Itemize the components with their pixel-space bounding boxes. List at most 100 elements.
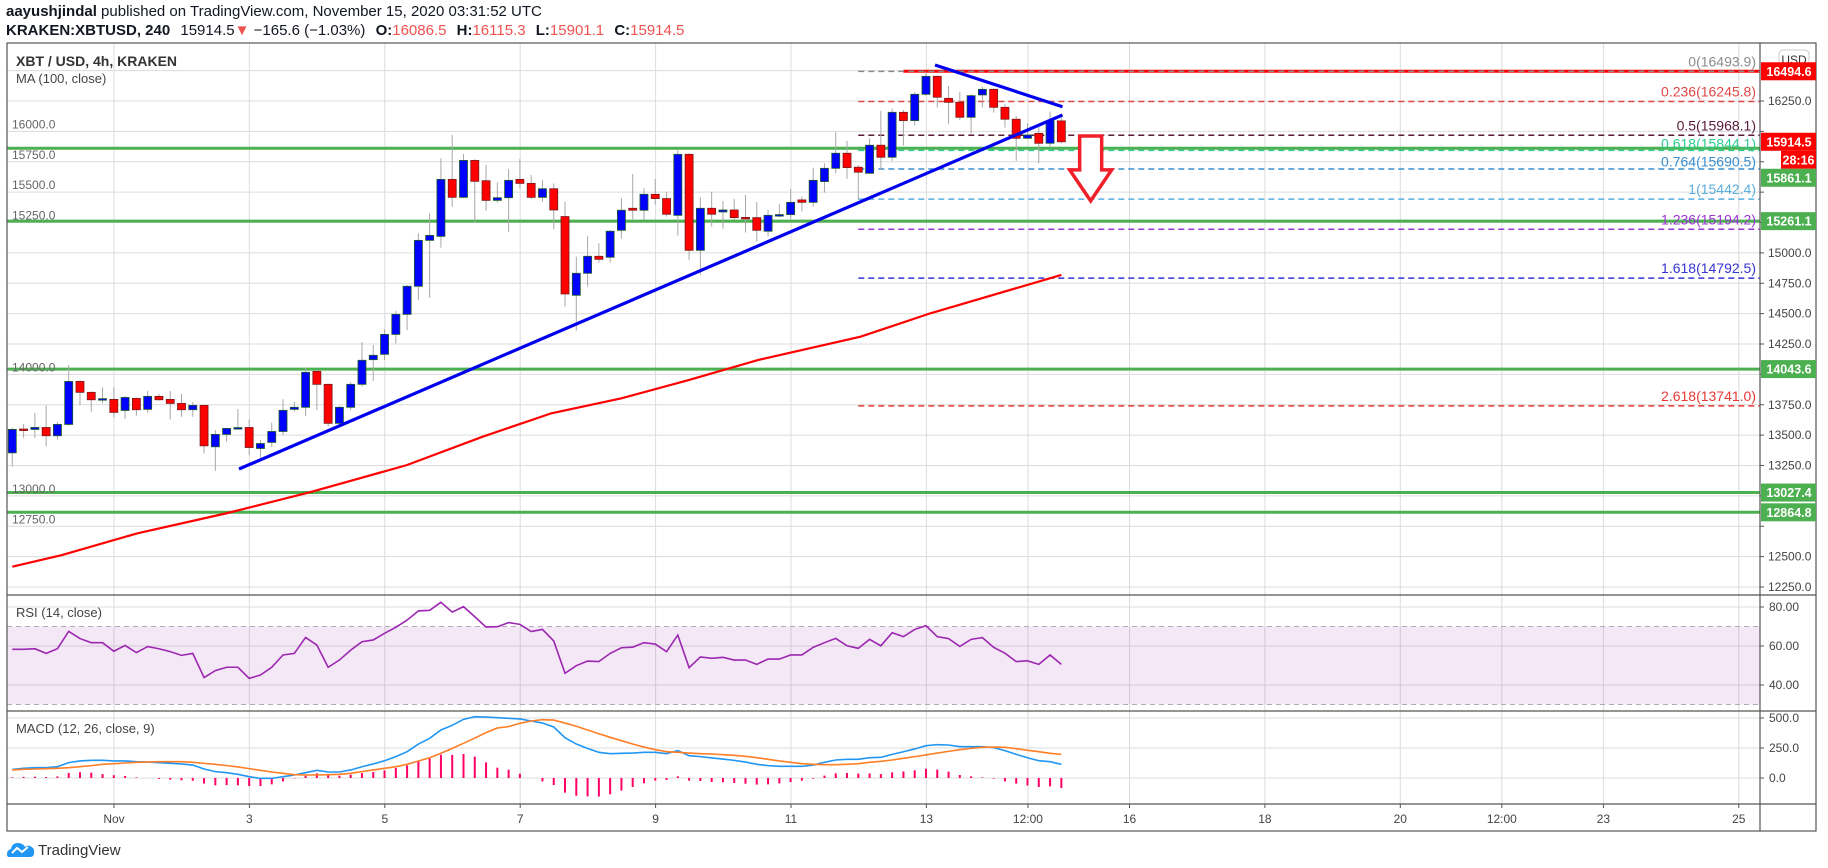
price-tick-label: 15000.0 [1768, 246, 1812, 260]
candle-body-up [436, 178, 446, 237]
candle-body-down [312, 370, 322, 385]
rsi-pane [7, 601, 1760, 705]
macd-tick-label: 500.0 [1769, 711, 1799, 725]
time-axis[interactable]: Nov 3 5 7 9 11 13 12:00 16 18 20 12:00 23 25 [103, 804, 1746, 826]
candle [842, 140, 852, 179]
time-tick-label: 20 [1394, 812, 1408, 826]
fib-level-label: 0.618(15844.1) [1661, 135, 1756, 151]
candle-body-up [413, 239, 423, 287]
candle-body-up [346, 383, 356, 408]
candle-body-down [131, 398, 141, 411]
candle [86, 391, 96, 412]
close-value: 15914.5 [630, 22, 685, 39]
signal-line [12, 718, 1062, 776]
candle [741, 194, 750, 233]
fibonacci-retracement[interactable]: 0(16493.9) 0.236(16245.8) 0.5(15968.1) 0.61… [858, 53, 1760, 407]
candle-body-up [267, 431, 277, 443]
pane-frame [6, 42, 1817, 832]
candle-body-down [177, 403, 186, 411]
candle-body-down [899, 111, 908, 121]
candle-body-down [323, 383, 333, 424]
candle [977, 86, 987, 108]
price-tick-label: 12750.0 [12, 512, 56, 526]
candle-body-down [109, 399, 119, 413]
candle-body-down [797, 199, 807, 203]
candle [120, 396, 130, 419]
candle [41, 405, 51, 447]
candle-body-down [1056, 120, 1066, 143]
price-tick-label: 16250.0 [1768, 94, 1812, 108]
candle-body-down [199, 404, 209, 447]
symbol-info: KRAKEN:XBTUSD, 240 15914.5▼ −165.6 (−1.0… [6, 22, 684, 39]
candle [19, 424, 28, 438]
macd-line [12, 715, 1062, 780]
candle [955, 91, 965, 120]
candle-body-down [154, 395, 164, 401]
candle [1011, 115, 1021, 161]
open-label: O: [375, 22, 393, 39]
price-tag-label: 13027.4 [1766, 486, 1811, 500]
fib-level-label: 0.5(15968.1) [1677, 117, 1756, 133]
macd-legend: MACD (12, 26, close, 9) [16, 721, 155, 736]
candle-body-down [86, 391, 96, 401]
candle [244, 419, 254, 456]
fib-level-label: 2.618(13741.0) [1661, 388, 1756, 404]
candle-body-up [30, 427, 40, 430]
candle-body-down [594, 255, 604, 260]
candle [966, 94, 976, 134]
candle [673, 149, 683, 236]
candle-body-down [1034, 132, 1044, 144]
candle-body-down [19, 428, 28, 431]
down-triangle-icon: ▼ [234, 22, 250, 39]
candle-body-down [662, 198, 671, 215]
symbol-label: KRAKEN:XBTUSD, 240 [6, 22, 171, 39]
candle [831, 132, 841, 174]
candle [1000, 104, 1010, 128]
candle-body-up [831, 152, 841, 169]
candle [774, 203, 784, 218]
time-tick-label: 23 [1597, 812, 1611, 826]
candle [921, 71, 931, 96]
candle [53, 421, 62, 440]
candle-body-down [752, 217, 762, 231]
candle-body-up [639, 193, 649, 211]
low-label: L: [535, 22, 550, 39]
tradingview-footer[interactable]: TradingView [7, 838, 121, 862]
candle [707, 191, 717, 227]
trendlines[interactable] [238, 63, 1115, 471]
candle-body-up [786, 201, 796, 216]
high-value: 16115.3 [472, 22, 526, 39]
candle [583, 235, 592, 287]
candle [695, 197, 705, 275]
price-tick-label: 15750.0 [12, 148, 56, 162]
candle-body-down [244, 427, 254, 448]
rsi-tick-label: 40.00 [1769, 678, 1799, 692]
candle-body-down [932, 75, 942, 98]
price-tag [1761, 168, 1816, 187]
price-tag [1761, 62, 1816, 81]
candle [876, 110, 886, 170]
price-axis[interactable]: USD16250.016000.015750.015500.015250.015… [12, 49, 1816, 785]
candle-body-down [470, 160, 480, 182]
candle [357, 342, 367, 387]
candle [335, 405, 344, 426]
candle-body-up [504, 179, 514, 199]
price-tick-label: 14750.0 [1768, 276, 1812, 290]
candle-body-down [729, 209, 739, 219]
brand-name: TradingView [38, 841, 121, 859]
candle-body-up [120, 397, 130, 411]
candle [786, 188, 796, 219]
candle [75, 380, 85, 406]
candle-body-up [53, 424, 62, 437]
price-tag-label: 15914.5 [1766, 135, 1811, 149]
price-tag [1761, 503, 1816, 522]
author-name[interactable]: aayushjindal [6, 3, 97, 20]
candle-body-down [41, 427, 51, 437]
fib-level-label: 1.618(14792.5) [1661, 260, 1756, 276]
macd-tick-label: 0.0 [1769, 771, 1786, 785]
candle-body-up [335, 406, 344, 424]
candle [1045, 111, 1055, 147]
candle-body-up [98, 398, 107, 401]
candle-body-up [492, 197, 502, 201]
